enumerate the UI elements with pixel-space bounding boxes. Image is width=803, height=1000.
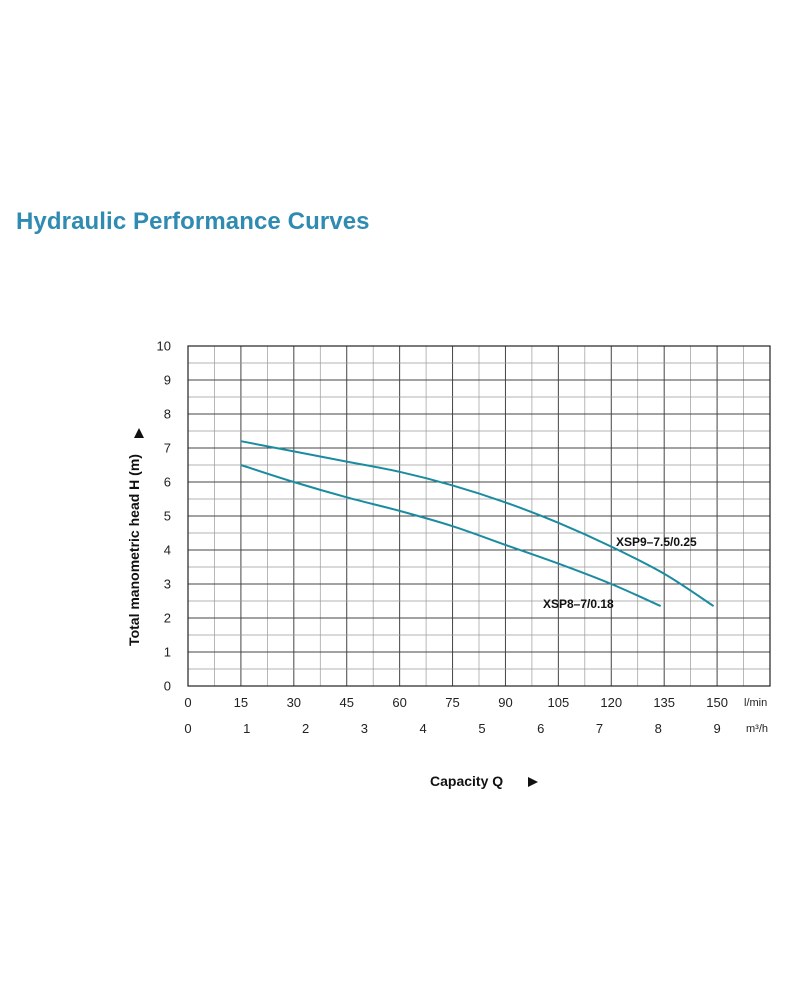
x-tick-label-m3h: 6 [537, 721, 544, 736]
x-tick-label-m3h: 7 [596, 721, 603, 736]
x-tick-label-lmin: 120 [600, 695, 622, 710]
plot-frame [187, 345, 771, 687]
series-label-1: XSP9–7.5/0.25 [616, 535, 697, 549]
y-tick-label: 4 [164, 543, 171, 558]
y-tick-label: 0 [164, 679, 171, 694]
y-axis-arrow-icon [134, 428, 144, 438]
x-tick-label-lmin: 45 [339, 695, 353, 710]
chart-series: XSP9–7.5/0.25 XSP8–7/0.18 [240, 440, 715, 611]
x-tick-label-lmin: 150 [706, 695, 728, 710]
page-title: Hydraulic Performance Curves [16, 208, 370, 235]
x-tick-label-m3h: 3 [361, 721, 368, 736]
y-tick-label: 3 [164, 577, 171, 592]
x-axis-ticks-lmin: 0 15 30 45 60 75 90 105 120 135 150 [184, 695, 728, 710]
y-tick-label: 6 [164, 475, 171, 490]
x-tick-label-lmin: 105 [548, 695, 570, 710]
y-tick-label: 8 [164, 407, 171, 422]
y-tick-label: 7 [164, 441, 171, 456]
series-line-1 [240, 440, 715, 607]
series-line-2 [240, 464, 662, 608]
y-tick-label: 2 [164, 611, 171, 626]
x-tick-label-m3h: 5 [478, 721, 485, 736]
x-axis-ticks-m3h: 0 1 2 3 4 5 6 7 8 9 [184, 721, 720, 736]
y-tick-label: 10 [157, 339, 171, 354]
x-tick-label-m3h: 8 [655, 721, 662, 736]
x-tick-label-m3h: 1 [243, 721, 250, 736]
y-tick-label: 9 [164, 373, 171, 388]
x-tick-label-m3h: 2 [302, 721, 309, 736]
x-tick-label-lmin: 30 [287, 695, 301, 710]
x-tick-label-m3h: 4 [420, 721, 427, 736]
x-tick-label-lmin: 75 [445, 695, 459, 710]
y-axis-label: Total manometric head H (m) [126, 454, 142, 646]
chart-grid [188, 346, 770, 686]
x-tick-label-m3h: 9 [713, 721, 720, 736]
x-unit-m3h: m³/h [746, 723, 768, 735]
x-axis-label: Capacity Q [430, 773, 503, 789]
x-axis-arrow-icon [528, 777, 538, 787]
y-tick-label: 1 [164, 645, 171, 660]
x-tick-label-lmin: 15 [234, 695, 248, 710]
x-unit-lmin: l/min [744, 697, 767, 709]
y-tick-label: 5 [164, 509, 171, 524]
x-tick-label-lmin: 0 [184, 695, 191, 710]
series-label-2: XSP8–7/0.18 [543, 597, 614, 611]
x-tick-label-lmin: 90 [498, 695, 512, 710]
x-tick-label-m3h: 0 [184, 721, 191, 736]
y-axis-ticks: 0 1 2 3 4 5 6 7 8 9 10 [157, 339, 171, 694]
x-tick-label-lmin: 135 [653, 695, 675, 710]
x-tick-label-lmin: 60 [392, 695, 406, 710]
